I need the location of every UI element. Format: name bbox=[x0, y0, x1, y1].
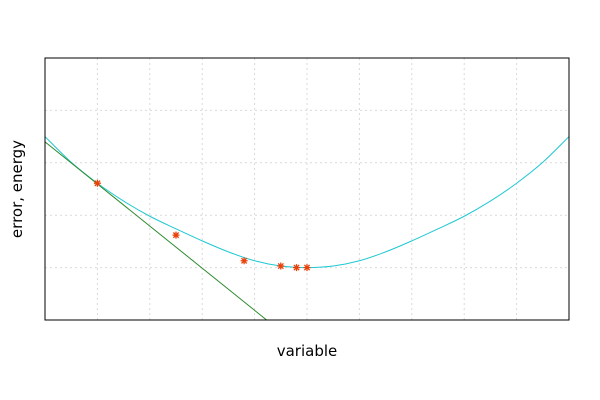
grid-lines bbox=[45, 58, 569, 320]
energy-curve bbox=[45, 136, 569, 269]
data-point-marker bbox=[172, 231, 180, 239]
data-point-marker bbox=[293, 264, 301, 272]
data-point-marker bbox=[277, 262, 285, 270]
plot-frame bbox=[44, 57, 570, 321]
data-point-marker bbox=[93, 179, 101, 187]
data-points bbox=[93, 179, 311, 272]
tangent-line bbox=[45, 141, 267, 320]
y-axis-label: error, energy bbox=[8, 140, 26, 238]
x-axis-label: variable bbox=[277, 342, 338, 360]
data-point-marker bbox=[303, 264, 311, 272]
data-point-marker bbox=[240, 257, 248, 265]
